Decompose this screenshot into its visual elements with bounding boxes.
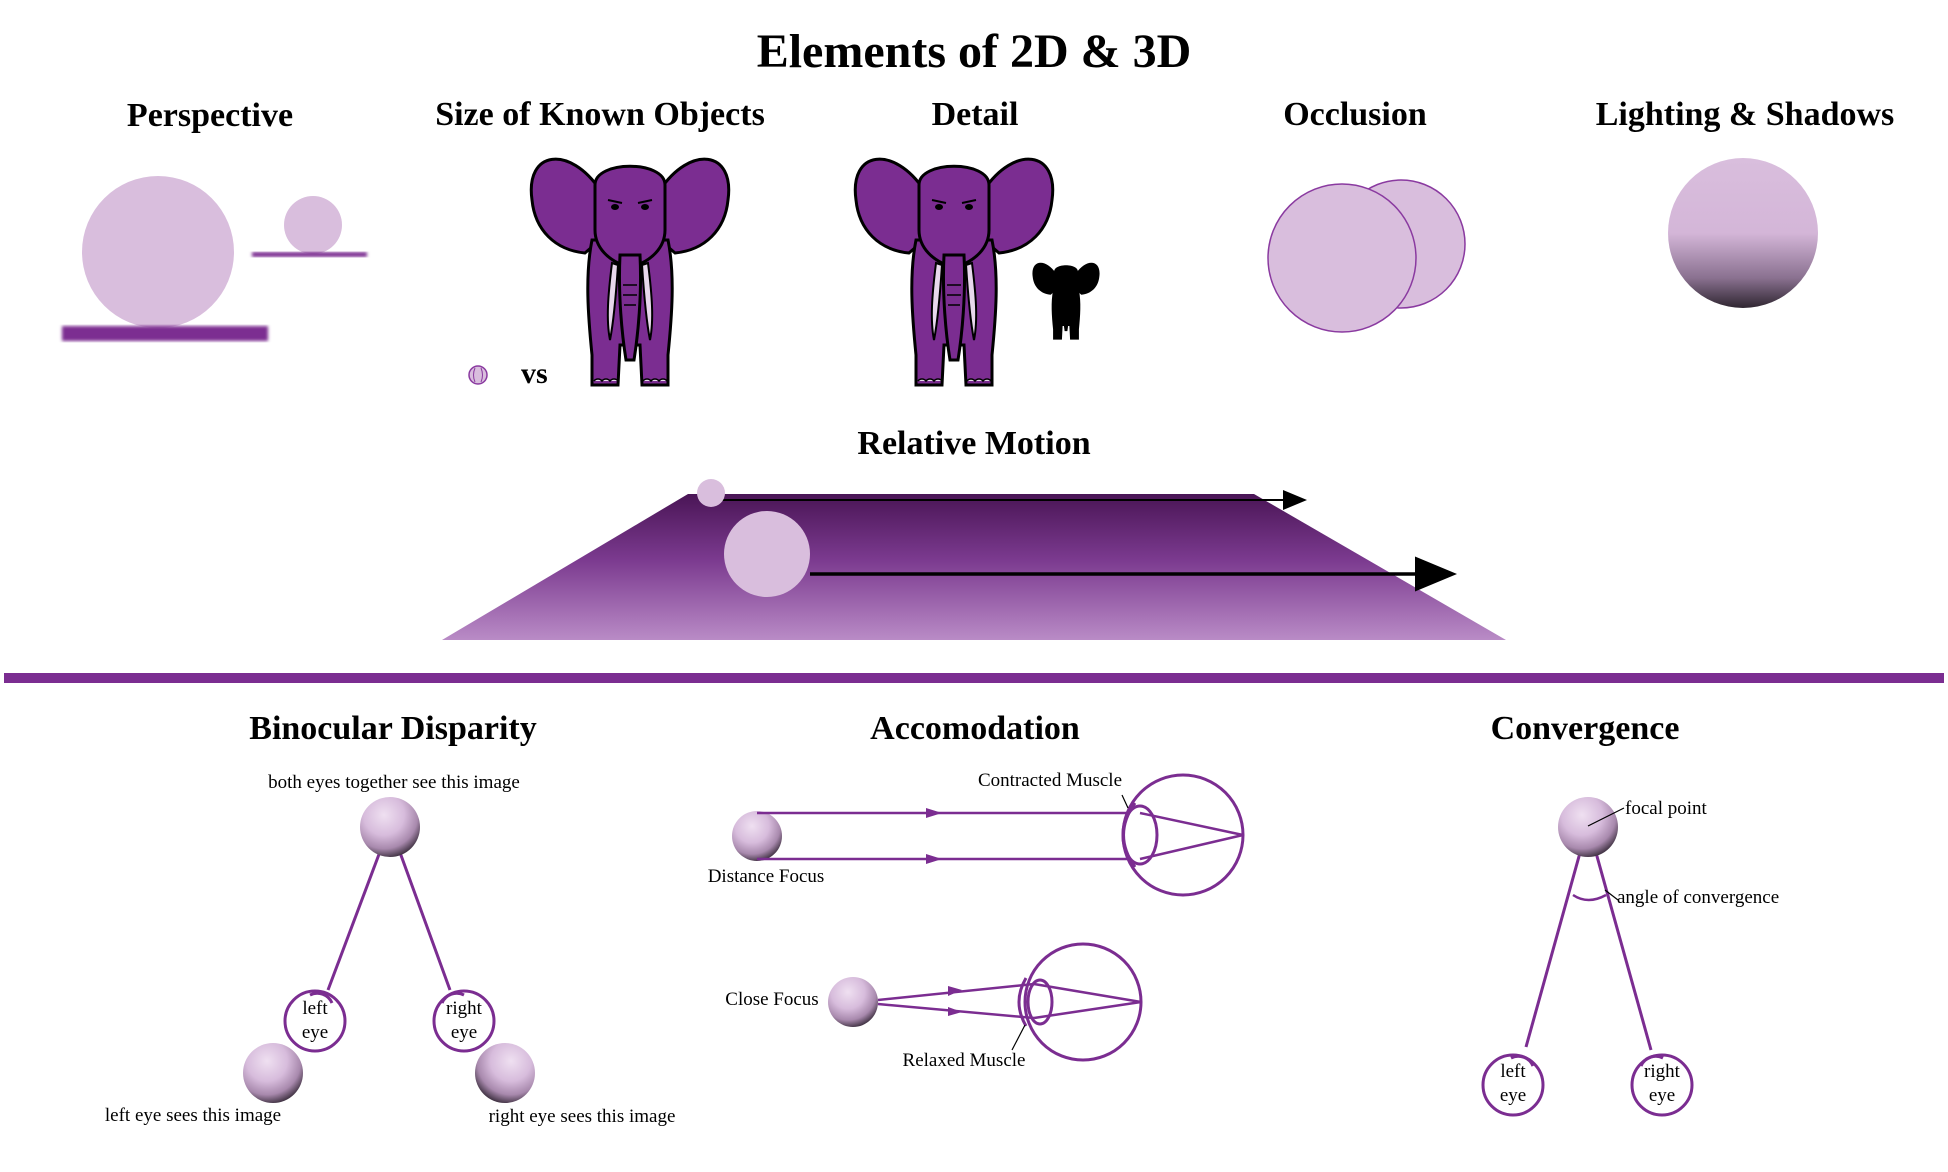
eyeball-relaxed xyxy=(1023,942,1143,1062)
conv-left-eye-label: left eye xyxy=(1483,1060,1543,1108)
binocular-illustration xyxy=(243,797,535,1103)
right-eye-caption: right eye sees this image xyxy=(488,1106,676,1127)
left-eye-icon xyxy=(283,989,347,1053)
conv-right-eye-label-line2: eye xyxy=(1648,1085,1676,1106)
distance-focus-label: Distance Focus xyxy=(707,866,825,887)
front-circle xyxy=(1267,183,1417,333)
focal-point-label: focal point xyxy=(1625,798,1707,819)
size-known-illustration xyxy=(468,157,731,387)
distance-ball xyxy=(732,811,782,861)
heading-binocular: Binocular Disparity xyxy=(249,710,537,747)
silhouette-elephant-icon xyxy=(1032,262,1100,340)
focal-ball xyxy=(1558,797,1618,857)
heading-size-known: Size of Known Objects xyxy=(435,96,765,133)
left-eye-label-line2: eye xyxy=(301,1022,329,1043)
convergence-angle-arc xyxy=(1572,893,1607,902)
detail-illustration xyxy=(853,157,1100,387)
conv-right-eye-label-line1: right xyxy=(1644,1061,1680,1082)
detailed-elephant-icon xyxy=(853,157,1055,387)
right-eye-label-line2: eye xyxy=(450,1022,478,1043)
occlusion-illustration xyxy=(1267,179,1466,333)
far-ball xyxy=(284,196,342,254)
conv-left-eye-label-line1: left xyxy=(1500,1061,1526,1082)
combined-image-ball xyxy=(360,797,420,857)
contracted-muscle-label: Contracted Muscle xyxy=(977,770,1123,791)
conv-right-eye-label: right eye xyxy=(1632,1060,1692,1108)
angle-convergence-label: angle of convergence xyxy=(1617,887,1780,908)
perspective-illustration xyxy=(62,176,367,341)
lens-relaxed xyxy=(1026,978,1054,1026)
right-eye-icon xyxy=(432,989,496,1053)
right-eye-label: right eye xyxy=(434,997,494,1045)
shaded-sphere xyxy=(1668,158,1818,308)
conv-left-eye-label-line2: eye xyxy=(1499,1085,1527,1106)
close-focus-label: Close Focus xyxy=(725,989,819,1010)
main-title: Elements of 2D & 3D xyxy=(756,25,1192,78)
close-ball xyxy=(828,977,878,1027)
section-divider xyxy=(4,673,1944,683)
floor-plane xyxy=(442,494,1506,640)
near-ball xyxy=(724,511,810,597)
close-focus-illustration xyxy=(828,942,1143,1062)
heading-convergence: Convergence xyxy=(1490,710,1680,747)
near-shelf xyxy=(62,326,268,341)
distance-focus-illustration xyxy=(732,773,1245,897)
left-eye-caption: left eye sees this image xyxy=(104,1105,282,1126)
heading-lighting: Lighting & Shadows xyxy=(1595,96,1895,133)
relaxed-muscle-label: Relaxed Muscle xyxy=(902,1050,1026,1071)
near-ball xyxy=(82,176,234,328)
both-eyes-caption: both eyes together see this image xyxy=(268,772,520,793)
far-shelf xyxy=(252,252,367,257)
relative-motion-illustration xyxy=(442,479,1506,640)
heading-accommodation: Accomodation xyxy=(870,710,1080,747)
heading-relative-motion: Relative Motion xyxy=(857,425,1091,462)
conv-left-eye-icon xyxy=(1481,1053,1545,1117)
left-image-ball xyxy=(243,1043,303,1103)
far-ball xyxy=(697,479,725,507)
heading-occlusion: Occlusion xyxy=(1283,96,1427,133)
heading-perspective: Perspective xyxy=(126,97,294,134)
heading-detail: Detail xyxy=(931,96,1019,133)
convergence-illustration xyxy=(1481,797,1694,1117)
left-eye-label-line1: left xyxy=(302,998,328,1019)
elephant-icon xyxy=(529,157,731,387)
baseball-icon xyxy=(468,365,488,385)
right-eye-label-line1: right xyxy=(446,998,482,1019)
right-image-ball xyxy=(475,1043,535,1103)
eyeball-contracted xyxy=(1121,773,1245,897)
vs-label: vs xyxy=(521,357,548,390)
left-eye-label: left eye xyxy=(285,997,345,1045)
conv-right-eye-icon xyxy=(1630,1053,1694,1117)
